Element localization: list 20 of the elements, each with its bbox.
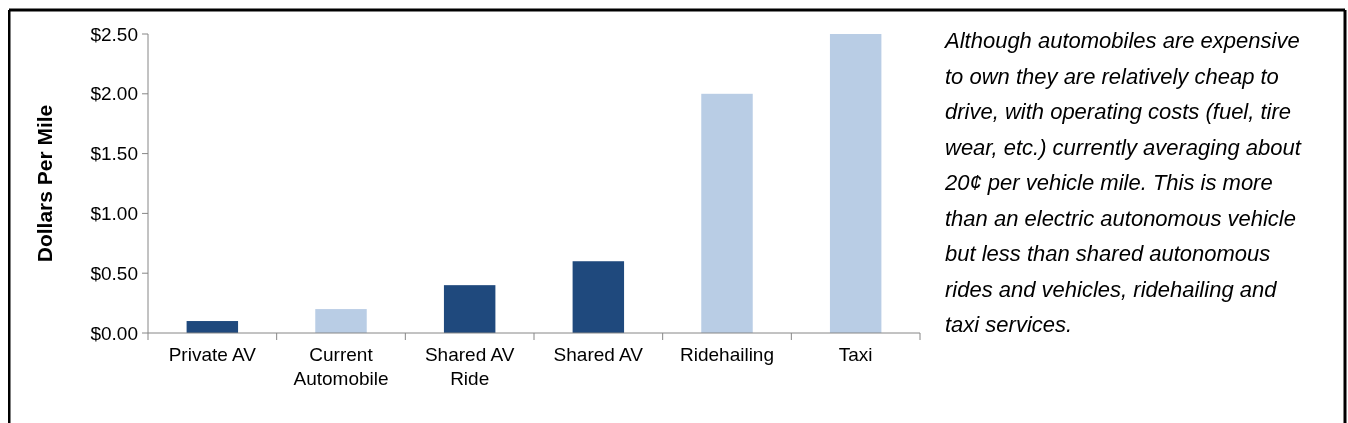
x-tick-label: Private AV [168,344,257,365]
y-tick-label: $1.00 [90,203,138,225]
y-tick-label: $1.50 [90,143,138,165]
bar [572,261,625,333]
y-tick-label: $2.50 [90,23,138,45]
x-tick-label: Shared AV Ride [424,344,515,389]
bar [701,93,753,333]
y-tick-label: $2.00 [90,83,138,105]
y-tick-label: $0.00 [90,322,138,344]
x-tick-label: Taxi [838,344,873,365]
y-tick-label: $0.50 [90,262,138,284]
bar [186,321,239,333]
x-tick-label: Shared AV [553,344,644,365]
text: Although automobiles are expensive to own they are relatively cheap to drive, with operating costs (fuel, tire wear, etc.) currently averaging about 20¢ per vehicle mile. This is more than an electric autonomous vehicle but less than shared autonomous rides and vehicles, ridehailing and taxi services. [945,28,1301,337]
bar [443,285,496,333]
bar [315,309,367,333]
x-tick-label: Current Automobile [293,344,389,389]
x-tick-label: Ridehailing [679,344,775,365]
y-axis-title: Dollars Per Mile [33,104,56,263]
bar [829,34,882,333]
